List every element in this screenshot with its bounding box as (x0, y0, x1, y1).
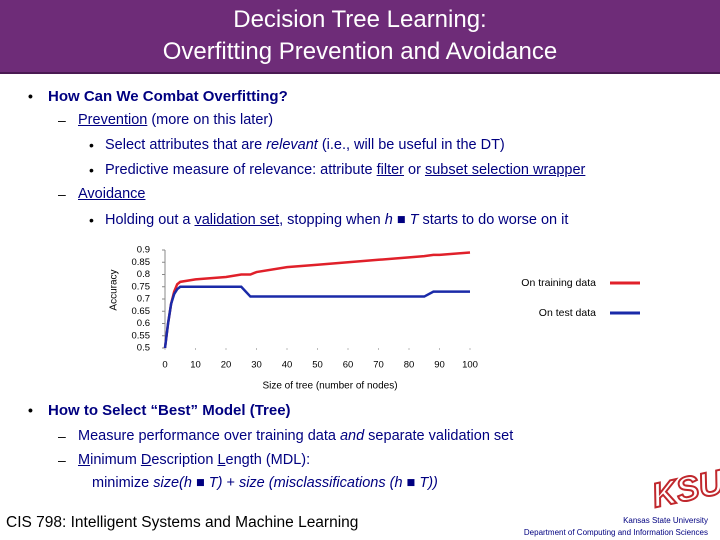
y-axis-label: Accuracy (109, 269, 120, 310)
y-tick-label: 0.75 (132, 281, 151, 292)
text: Prevention (78, 112, 148, 128)
text: Measure performance over training data (78, 428, 340, 444)
sub-sub-bullet: • Holding out a validation set, stopping … (89, 212, 569, 228)
text: ength (MDL): (225, 452, 311, 468)
y-tick-label: 0.9 (137, 245, 150, 256)
text: size(h ■ T) (153, 475, 223, 491)
x-tick-label: 50 (312, 360, 323, 371)
bullet: • How Can We Combat Overfitting? (28, 88, 288, 105)
text: Predictive measure of relevance: attribu… (105, 162, 377, 178)
y-tick-label: 0.6 (137, 318, 150, 329)
x-tick-label: 60 (343, 360, 354, 371)
y-tick-label: 0.7 (137, 294, 150, 305)
sub-sub-bullet: • Select attributes that are relevant (i.… (89, 137, 505, 153)
x-tick-label: 40 (282, 360, 293, 371)
series-line (163, 251, 471, 349)
legend-label: On test data (539, 307, 596, 319)
footer-course: CIS 798: Intelligent Systems and Machine… (6, 514, 359, 531)
legend-label: On training data (521, 277, 596, 289)
text: inimum (90, 452, 141, 468)
text: ■ (392, 212, 410, 228)
x-tick-label: 10 (190, 360, 201, 371)
text: relevant (266, 137, 318, 153)
text: T (409, 212, 419, 228)
y-tick-label: 0.55 (132, 330, 151, 341)
sub-bullet: – Measure performance over training data … (58, 428, 514, 444)
text: escription (151, 452, 218, 468)
x-tick-label: 70 (373, 360, 384, 371)
text: starts to do worse on it (418, 212, 569, 228)
text: L (217, 452, 226, 468)
text: , stopping when (279, 212, 385, 228)
text: Holding out a (105, 212, 195, 228)
sub-bullet: – Avoidance (58, 186, 146, 202)
title-bar (0, 0, 720, 74)
text: subset selection wrapper (424, 162, 586, 178)
text: (more on this later) (147, 112, 274, 128)
x-tick-label: 30 (251, 360, 262, 371)
y-tick-label: 0.8 (137, 269, 150, 280)
text: or (404, 162, 425, 178)
text: D (140, 452, 152, 468)
text: (i.e., will be useful in the DT) (317, 137, 505, 153)
y-tick-label: 0.85 (132, 257, 151, 268)
footer-department: Department of Computing and Information … (523, 528, 708, 537)
x-axis-label: Size of tree (number of nodes) (262, 381, 397, 392)
x-tick-label: 100 (462, 360, 478, 371)
y-tick-label: 0.5 (137, 343, 150, 354)
bullet-text: How Can We Combat Overfitting? (48, 88, 288, 105)
text: h (384, 212, 393, 228)
y-tick-label: 0.65 (132, 306, 151, 317)
text: separate validation set (364, 428, 514, 444)
title: Overfitting Prevention and Avoidance (162, 38, 558, 65)
sub-bullet: – Minimum Description Length (MDL): (58, 452, 311, 468)
sub-sub-bullet: • Predictive measure of relevance: attrib… (89, 162, 586, 178)
text: and (339, 428, 365, 444)
text: Avoidance (78, 186, 146, 202)
text: M (78, 452, 91, 468)
title: Decision Tree Learning: (233, 6, 487, 33)
text: validation set (194, 212, 280, 228)
x-tick-label: 0 (162, 360, 167, 371)
series-line (163, 285, 470, 349)
text: minimize (92, 475, 154, 491)
text: + (222, 475, 239, 491)
text-line: minimize size(h ■ T) + size (misclassifi… (92, 475, 438, 491)
bullet: • How to Select “Best” Model (Tree) (28, 402, 291, 419)
x-tick-label: 20 (221, 360, 232, 371)
text: Select attributes that are (105, 137, 267, 153)
bullet-text: How to Select “Best” Model (Tree) (48, 402, 291, 419)
x-tick-label: 80 (404, 360, 415, 371)
sub-bullet: – Prevention (more on this later) (58, 112, 274, 128)
text: size (misclassifications (h ■ T)) (238, 475, 438, 491)
text: filter (376, 162, 405, 178)
ksu-logo: KSU (649, 463, 720, 515)
footer-university: Kansas State University (623, 516, 708, 525)
x-tick-label: 90 (434, 360, 445, 371)
